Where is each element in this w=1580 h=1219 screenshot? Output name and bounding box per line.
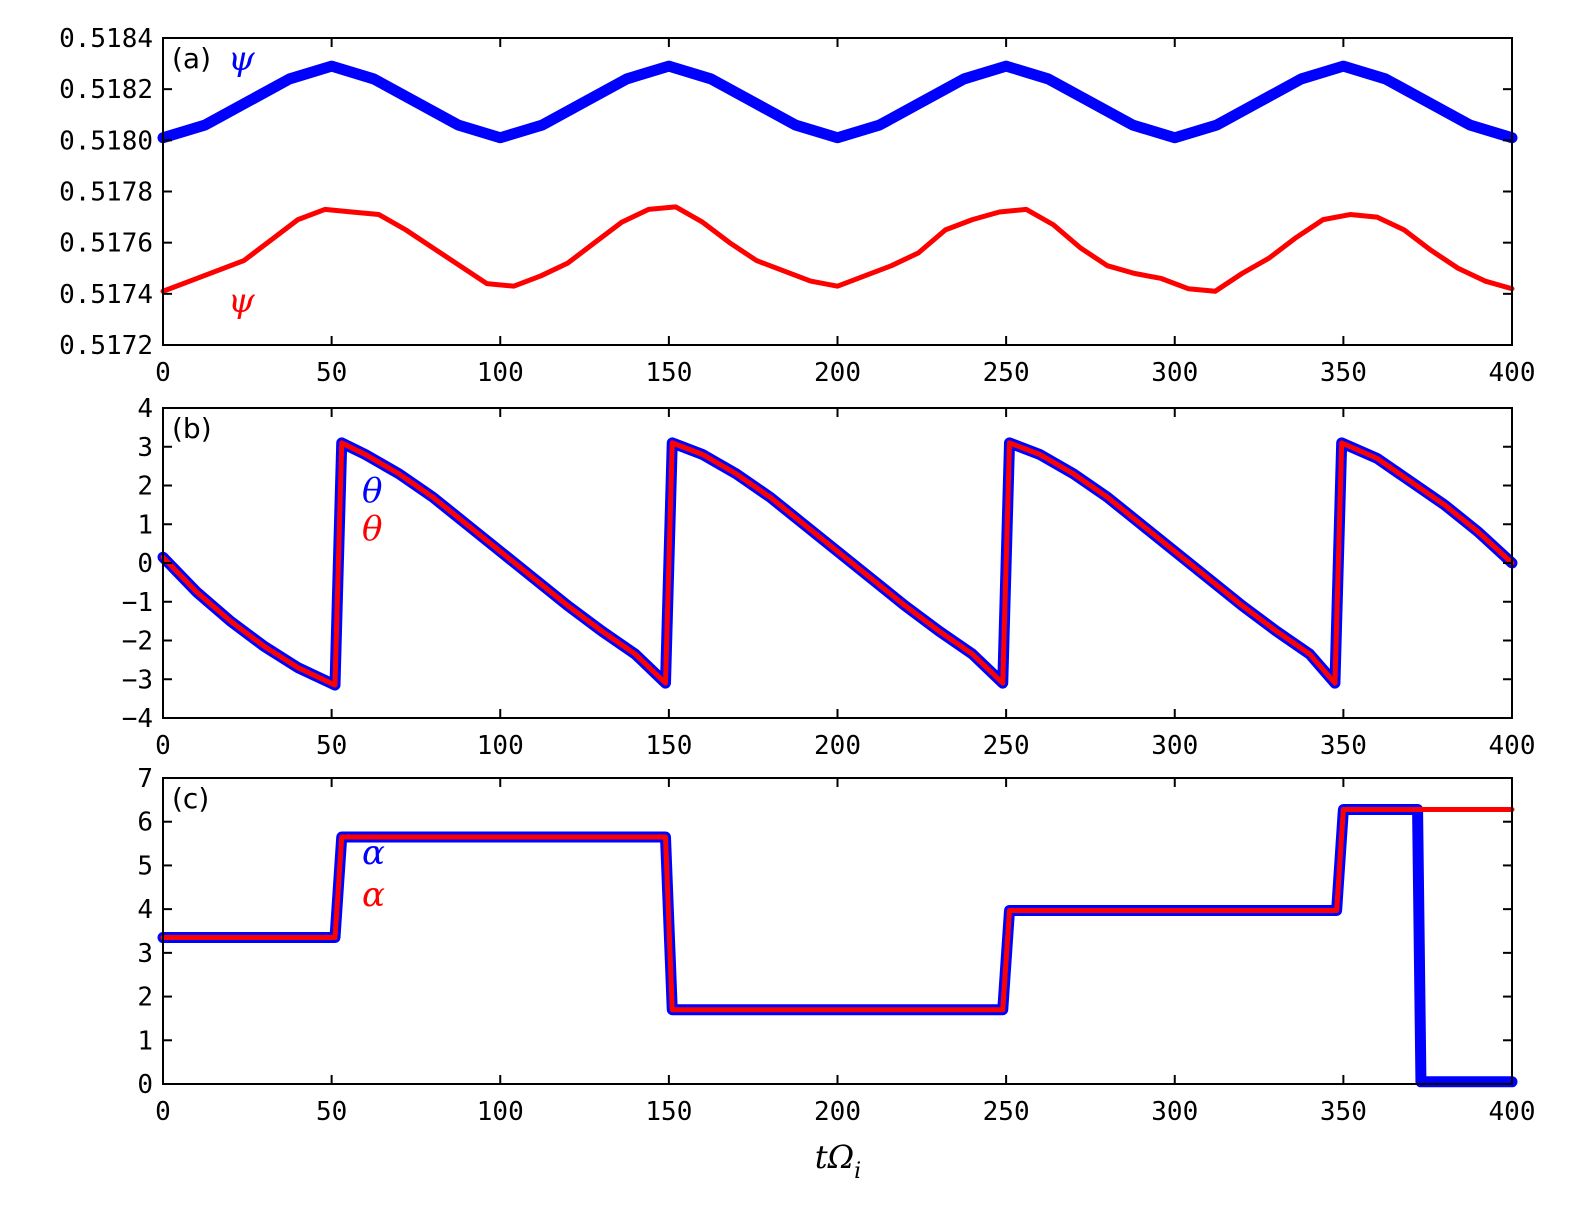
panel-2-ytick-label: 3 xyxy=(137,939,153,969)
panel-2-xtick-label: 250 xyxy=(983,1097,1030,1127)
panel-0-ytick-label: 0.5184 xyxy=(59,24,153,54)
panel-0-ytick-label: 0.5180 xyxy=(59,126,153,156)
panel-c-label: (c) xyxy=(172,782,209,815)
panel-0-ytick-label: 0.5174 xyxy=(59,280,153,310)
panel-2-xtick-label: 100 xyxy=(477,1097,524,1127)
panel-0-ytick-label: 0.5182 xyxy=(59,75,153,105)
panel-b-label: (b) xyxy=(172,412,212,445)
panel-2-ytick-label: 1 xyxy=(137,1026,153,1056)
panel-1-ytick-label: 1 xyxy=(137,510,153,540)
panel-0-xtick-label: 350 xyxy=(1320,358,1367,388)
panel-0-series-1-line xyxy=(160,204,1515,294)
panel-0-xtick-label: 400 xyxy=(1489,358,1536,388)
panel-0-xtick-label: 100 xyxy=(477,358,524,388)
panel-0-xtick-label: 200 xyxy=(814,358,861,388)
panel-0-ytick-label: 0.5172 xyxy=(59,331,153,361)
panel-1-xtick-label: 300 xyxy=(1151,731,1198,761)
panel-0-xtick-label: 300 xyxy=(1151,358,1198,388)
panel-2-ytick-label: 0 xyxy=(137,1070,153,1100)
panel-1-ytick-label: −4 xyxy=(122,704,153,734)
panel-1-xtick-label: 250 xyxy=(983,731,1030,761)
panel-1-ytick-label: −3 xyxy=(122,665,153,695)
panel-1-xtick-label: 400 xyxy=(1489,731,1536,761)
panel-1-xtick-label: 100 xyxy=(477,731,524,761)
panel-2-xtick-label: 0 xyxy=(155,1097,171,1127)
panel-0-xtick-label: 250 xyxy=(983,358,1030,388)
series-label-theta-blue: θ xyxy=(362,471,382,511)
panel-2-ytick-label: 6 xyxy=(137,808,153,838)
panel-b: 0 50 100 150 200 250 300 350 400 −4 −3 −2 −1 0 1 2 3 4 (b… xyxy=(122,394,1536,761)
series-label-psi-red: ψ xyxy=(228,281,255,321)
panel-1-ytick-label: −1 xyxy=(122,588,153,618)
panel-2-xtick-label: 400 xyxy=(1489,1097,1536,1127)
panel-1-ytick-label: 3 xyxy=(137,433,153,463)
panel-2-frame xyxy=(162,777,1513,1085)
panel-0-series-0-line xyxy=(157,60,1518,144)
panel-0-xtick-label: 0 xyxy=(155,358,171,388)
panel-1-ytick-label: 0 xyxy=(137,549,153,579)
panel-2-xtick-label: 50 xyxy=(316,1097,347,1127)
x-axis-label: tΩi xyxy=(815,1138,861,1184)
panel-2-ytick-label: 5 xyxy=(137,851,153,881)
panel-2-ytick-label: 7 xyxy=(137,764,153,794)
panel-0-xtick-label: 150 xyxy=(645,358,692,388)
x-axis-label-main: tΩ xyxy=(815,1138,854,1176)
panel-1-xtick-label: 50 xyxy=(316,731,347,761)
panel-2-ytick-label: 2 xyxy=(137,983,153,1013)
series-label-alpha-blue: α xyxy=(362,833,385,873)
series-label-theta-red: θ xyxy=(362,509,382,549)
panel-0-ytick-label: 0.5176 xyxy=(59,229,153,259)
panel-1-xtick-label: 350 xyxy=(1320,731,1367,761)
series-label-alpha-red: α xyxy=(362,875,385,915)
panel-a-label: (a) xyxy=(172,42,211,75)
panel-1-xtick-label: 200 xyxy=(814,731,861,761)
panel-1-xtick-label: 150 xyxy=(645,731,692,761)
panel-1-ytick-label: 2 xyxy=(137,472,153,502)
panel-c: 0 50 100 150 200 250 300 350 400 0 1 2 3 4 5 6 7 (c) α α xyxy=(137,764,1535,1127)
panel-1-series-1-line xyxy=(160,440,1515,688)
panel-1-xtick-label: 0 xyxy=(155,731,171,761)
panel-2-series-1-line xyxy=(160,806,1515,1013)
panel-2-xtick-label: 200 xyxy=(814,1097,861,1127)
panel-2-xtick-label: 150 xyxy=(645,1097,692,1127)
series-label-psi-blue: ψ xyxy=(228,39,255,79)
x-axis-label-subscript: i xyxy=(854,1159,861,1184)
panel-a: 0 50 100 150 200 250 300 350 400 0.5172 0.5174 0.51… xyxy=(59,24,1535,388)
panel-0-ytick-label: 0.5178 xyxy=(59,178,153,208)
panel-1-ytick-label: −2 xyxy=(122,627,153,657)
panel-2-ytick-label: 4 xyxy=(137,895,153,925)
panel-2-xtick-label: 350 xyxy=(1320,1097,1367,1127)
panel-2-xtick-label: 300 xyxy=(1151,1097,1198,1127)
panel-1-ytick-label: 4 xyxy=(137,394,153,424)
panel-0-xtick-label: 50 xyxy=(316,358,347,388)
panel-0-frame xyxy=(162,37,1513,346)
